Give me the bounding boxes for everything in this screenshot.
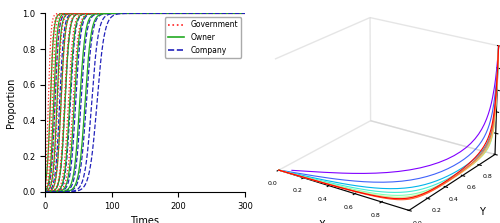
- X-axis label: Times: Times: [130, 216, 160, 223]
- Y-axis label: Proportion: Proportion: [6, 77, 16, 128]
- X-axis label: X: X: [318, 220, 325, 223]
- Legend: Government, Owner, Company: Government, Owner, Company: [164, 17, 241, 58]
- Y-axis label: Y: Y: [478, 207, 484, 217]
